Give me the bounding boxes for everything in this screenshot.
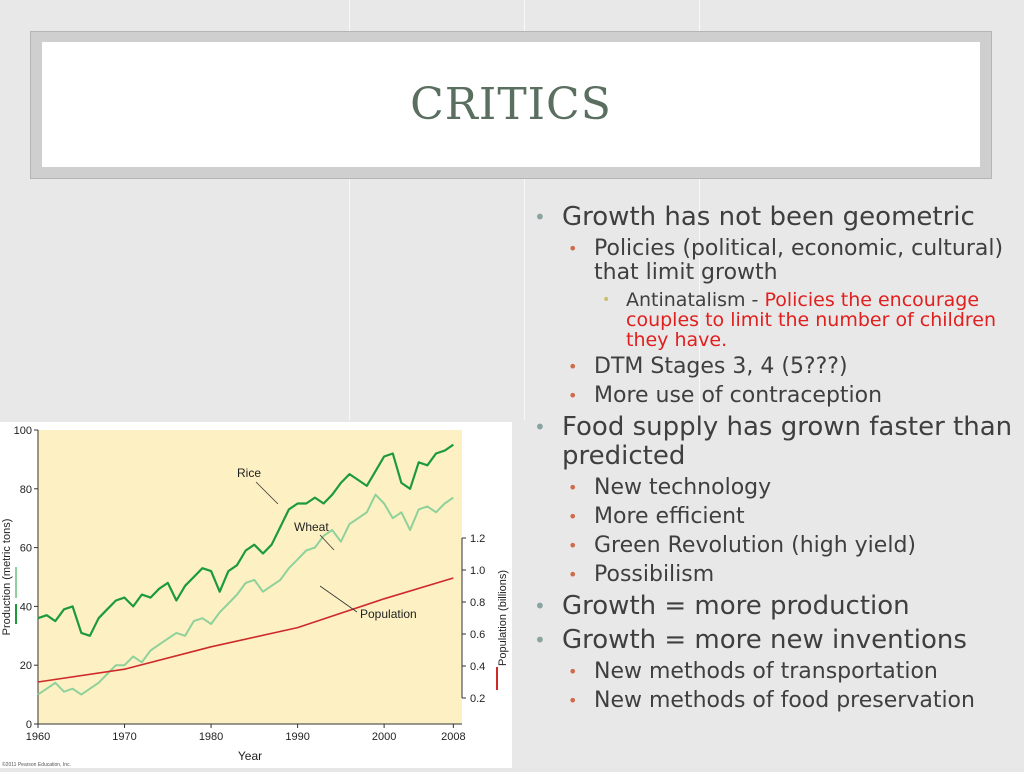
bullet-dot-icon: •	[568, 662, 578, 681]
x-axis-label: Year	[238, 749, 262, 763]
series-label-wheat: Wheat	[294, 520, 329, 534]
series-line-wheat	[37, 493, 454, 696]
x-tick-label: 1980	[199, 731, 223, 743]
bullet-items: • Growth has not been geometric • Policies …	[534, 203, 1014, 713]
bullet-dot-icon: •	[568, 691, 578, 710]
bullet-item-level-3: • Antinatalism - Policies the encourage c…	[534, 290, 1014, 350]
series-label-rice: Rice	[237, 466, 261, 480]
y-left-axis-label: Production (metric tons)	[1, 519, 13, 636]
y-right-tick-label: 0.2	[470, 693, 485, 705]
slide-title: CRITICS	[410, 79, 612, 130]
production-population-chart: 0 20 40 60 80 100 0.2 0.4 0.6 0.8 1.0 1.2 1960 1970 19…	[0, 422, 512, 768]
x-tick-label: 2000	[372, 731, 396, 743]
x-tick-label: 1970	[112, 731, 136, 743]
background-divider	[349, 0, 350, 420]
bullet-list: • Growth has not been geometric • Policies …	[534, 198, 1014, 713]
bullet-dot-icon: •	[534, 205, 546, 229]
bullet-text: More use of contraception	[594, 383, 883, 408]
bullet-dot-icon: •	[568, 536, 578, 555]
bullet-item-level-2: • Green Revolution (high yield)	[534, 534, 1014, 558]
y-right-tick-label: 0.8	[470, 597, 485, 609]
bullet-text: Green Revolution (high yield)	[594, 533, 916, 558]
chart-svg: 0 20 40 60 80 100 0.2 0.4 0.6 0.8 1.0 1.2 1960 1970 19…	[1, 425, 509, 768]
x-tick-label: 1960	[26, 731, 50, 743]
x-tick-label: 1990	[285, 731, 309, 743]
bullet-text: Food supply has grown faster than predic…	[562, 412, 1013, 471]
bullet-dot-icon: •	[568, 507, 578, 526]
bullet-dot-icon: •	[602, 292, 611, 308]
y-right-tick-label: 0.6	[470, 629, 485, 641]
title-box: CRITICS	[42, 42, 980, 167]
y-left-tick-label: 0	[26, 719, 32, 731]
bullet-dot-icon: •	[568, 357, 578, 376]
bullet-text: New methods of food preservation	[594, 688, 975, 713]
bullet-dot-icon: •	[534, 415, 546, 439]
plot-area	[38, 430, 462, 724]
y-left-tick-label: 100	[14, 425, 32, 437]
y-left-tick-label: 80	[20, 484, 32, 496]
bullet-item-level-2: • New methods of transportation	[534, 660, 1014, 684]
annotation-leader	[319, 534, 335, 551]
bullet-item-level-2: • More use of contraception	[534, 384, 1014, 408]
bullet-text: Policies (political, economic, cultural)…	[594, 236, 1004, 285]
bullet-item-level-2: • More efficient	[534, 505, 1014, 529]
bullet-dot-icon: •	[534, 628, 546, 652]
annotation-leader	[319, 585, 358, 613]
bullet-text: Antinatalism -	[626, 289, 765, 311]
bullet-dot-icon: •	[534, 594, 546, 618]
bullet-dot-icon: •	[568, 565, 578, 584]
bullet-item-level-1: • Growth = more production	[534, 592, 1014, 621]
y-right-axis-label: Population (billions)	[497, 570, 509, 666]
copyright-credit: ©2011 Pearson Education, Inc.	[2, 761, 71, 768]
bullet-dot-icon: •	[568, 239, 578, 258]
bullet-dot-icon: •	[568, 386, 578, 405]
y-left-tick-label: 40	[20, 601, 32, 613]
y-right-tick-label: 1.0	[470, 565, 485, 577]
series-line-rice	[37, 443, 454, 637]
bullet-text: New methods of transportation	[594, 659, 938, 684]
bullet-text: Possibilism	[594, 562, 715, 587]
annotation-leader	[255, 481, 279, 505]
bullet-item-level-1: • Growth has not been geometric	[534, 203, 1014, 232]
bullet-item-level-2: • New technology	[534, 476, 1014, 500]
bullet-text: Growth has not been geometric	[562, 202, 975, 232]
y-right-tick-label: 1.2	[470, 533, 485, 545]
x-tick-label: 2008	[441, 731, 465, 743]
bullet-text: More efficient	[594, 504, 745, 529]
y-left-tick-label: 20	[20, 660, 32, 672]
bullet-item-level-1: • Food supply has grown faster than predi…	[534, 413, 1014, 471]
bullet-definition: Policies the encourage couples to limit …	[626, 289, 997, 351]
series-line-population	[37, 577, 454, 683]
bullet-item-level-2: • Policies (political, economic, cultural…	[534, 237, 1014, 285]
bullet-text: DTM Stages 3, 4 (5???)	[594, 354, 848, 379]
series-label-population: Population	[360, 607, 417, 621]
bullet-item-level-1: • Growth = more new inventions	[534, 626, 1014, 655]
bullet-item-level-2: • Possibilism	[534, 563, 1014, 587]
y-right-tick-label: 0.4	[470, 661, 485, 673]
background-divider	[699, 0, 700, 420]
bullet-item-level-2: • DTM Stages 3, 4 (5???)	[534, 355, 1014, 379]
background-divider	[524, 0, 525, 420]
y-left-tick-label: 60	[20, 543, 32, 555]
bullet-text: Growth = more new inventions	[562, 625, 967, 655]
bullet-dot-icon: •	[568, 478, 578, 497]
bullet-item-level-2: • New methods of food preservation	[534, 689, 1014, 713]
bullet-text: Growth = more production	[562, 591, 910, 621]
bullet-text: New technology	[594, 475, 772, 500]
